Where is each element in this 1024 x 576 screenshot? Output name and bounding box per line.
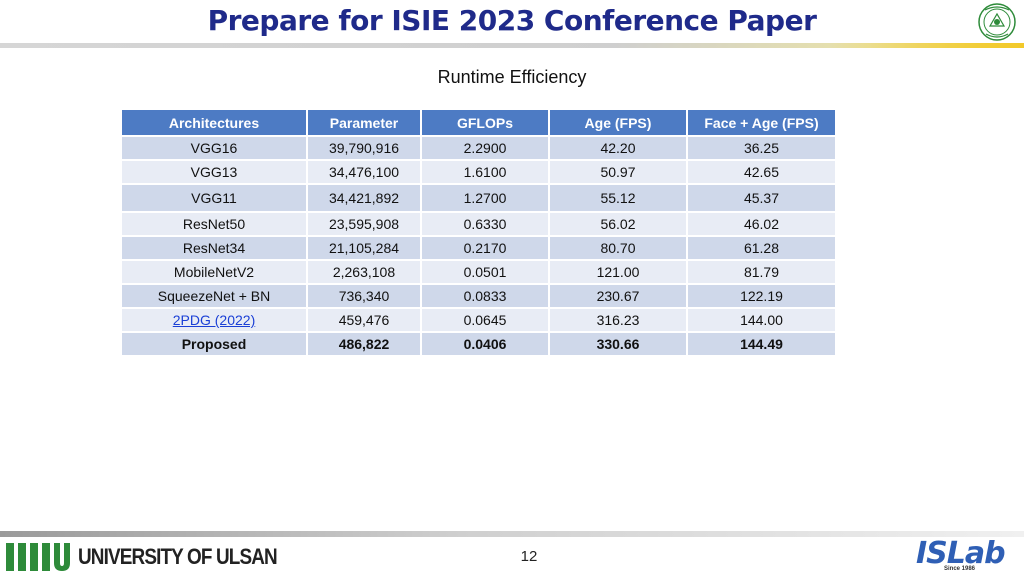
table-header-row: Architectures Parameter GFLOPs Age (FPS)… bbox=[120, 108, 837, 137]
column-header-face-age-fps: Face + Age (FPS) bbox=[686, 108, 837, 137]
cell-parameter: 486,822 bbox=[306, 331, 422, 357]
cell-parameter: 21,105,284 bbox=[306, 235, 422, 261]
cell-age-fps: 121.00 bbox=[548, 259, 688, 285]
cell-face-age-fps: 144.00 bbox=[686, 307, 837, 333]
cell-age-fps: 42.20 bbox=[548, 135, 688, 161]
cell-parameter: 23,595,908 bbox=[306, 211, 422, 237]
cell-gflops: 1.6100 bbox=[420, 159, 550, 185]
cell-face-age-fps: 122.19 bbox=[686, 283, 837, 309]
table-row: VGG16 39,790,916 2.2900 42.20 36.25 bbox=[120, 135, 837, 161]
cell-gflops: 2.2900 bbox=[420, 135, 550, 161]
table-row: 2PDG (2022) 459,476 0.0645 316.23 144.00 bbox=[120, 307, 837, 333]
cell-gflops: 0.0833 bbox=[420, 283, 550, 309]
column-header-architectures: Architectures bbox=[120, 108, 308, 137]
islab-logo-is: IS bbox=[916, 536, 948, 571]
footer-divider bbox=[0, 531, 1024, 537]
slide-header: Prepare for ISIE 2023 Conference Paper bbox=[0, 0, 1024, 52]
university-seal-icon bbox=[978, 3, 1016, 41]
cell-parameter: 34,476,100 bbox=[306, 159, 422, 185]
column-header-parameter: Parameter bbox=[306, 108, 422, 137]
runtime-efficiency-table: Architectures Parameter GFLOPs Age (FPS)… bbox=[120, 108, 837, 357]
cell-age-fps: 330.66 bbox=[548, 331, 688, 357]
cell-gflops: 0.0645 bbox=[420, 307, 550, 333]
cell-architecture: ResNet50 bbox=[120, 211, 308, 237]
reference-link-2pdg[interactable]: 2PDG (2022) bbox=[120, 307, 308, 333]
table-row-proposed: Proposed 486,822 0.0406 330.66 144.49 bbox=[120, 331, 837, 357]
cell-parameter: 459,476 bbox=[306, 307, 422, 333]
cell-gflops: 0.6330 bbox=[420, 211, 550, 237]
cell-parameter: 2,263,108 bbox=[306, 259, 422, 285]
column-header-gflops: GFLOPs bbox=[420, 108, 550, 137]
table-row: ResNet34 21,105,284 0.2170 80.70 61.28 bbox=[120, 235, 837, 261]
table-row: SqueezeNet + BN 736,340 0.0833 230.67 12… bbox=[120, 283, 837, 309]
cell-gflops: 1.2700 bbox=[420, 183, 550, 213]
column-header-age-fps: Age (FPS) bbox=[548, 108, 688, 137]
cell-parameter: 34,421,892 bbox=[306, 183, 422, 213]
cell-age-fps: 56.02 bbox=[548, 211, 688, 237]
cell-face-age-fps: 81.79 bbox=[686, 259, 837, 285]
cell-gflops: 0.2170 bbox=[420, 235, 550, 261]
cell-architecture: VGG13 bbox=[120, 159, 308, 185]
table-row: ResNet50 23,595,908 0.6330 56.02 46.02 bbox=[120, 211, 837, 237]
slide-title: Prepare for ISIE 2023 Conference Paper bbox=[207, 4, 817, 37]
cell-gflops: 0.0501 bbox=[420, 259, 550, 285]
cell-face-age-fps: 42.65 bbox=[686, 159, 837, 185]
university-logo-icon bbox=[6, 543, 70, 571]
islab-since: Since 1986 bbox=[944, 566, 976, 572]
islab-logo: ISLab bbox=[916, 536, 1006, 571]
title-underline-accent bbox=[830, 43, 1024, 48]
cell-architecture: Proposed bbox=[120, 331, 308, 357]
university-name: UNIVERSITY OF ULSAN bbox=[78, 544, 278, 569]
cell-architecture: SqueezeNet + BN bbox=[120, 283, 308, 309]
table-row: VGG11 34,421,892 1.2700 55.12 45.37 bbox=[120, 183, 837, 213]
title-underline bbox=[0, 43, 1024, 48]
cell-architecture: ResNet34 bbox=[120, 235, 308, 261]
cell-architecture: MobileNetV2 bbox=[120, 259, 308, 285]
islab-logo-lab: Lab bbox=[946, 536, 1006, 571]
table-row: MobileNetV2 2,263,108 0.0501 121.00 81.7… bbox=[120, 259, 837, 285]
cell-architecture: VGG11 bbox=[120, 183, 308, 213]
cell-age-fps: 316.23 bbox=[548, 307, 688, 333]
cell-face-age-fps: 144.49 bbox=[686, 331, 837, 357]
cell-face-age-fps: 45.37 bbox=[686, 183, 837, 213]
cell-parameter: 39,790,916 bbox=[306, 135, 422, 161]
cell-age-fps: 50.97 bbox=[548, 159, 688, 185]
cell-age-fps: 55.12 bbox=[548, 183, 688, 213]
page-number: 12 bbox=[520, 548, 538, 565]
table-row: VGG13 34,476,100 1.6100 50.97 42.65 bbox=[120, 159, 837, 185]
cell-face-age-fps: 46.02 bbox=[686, 211, 837, 237]
cell-face-age-fps: 61.28 bbox=[686, 235, 837, 261]
cell-parameter: 736,340 bbox=[306, 283, 422, 309]
cell-architecture: VGG16 bbox=[120, 135, 308, 161]
section-subtitle: Runtime Efficiency bbox=[437, 67, 587, 87]
cell-face-age-fps: 36.25 bbox=[686, 135, 837, 161]
cell-age-fps: 80.70 bbox=[548, 235, 688, 261]
cell-gflops: 0.0406 bbox=[420, 331, 550, 357]
cell-age-fps: 230.67 bbox=[548, 283, 688, 309]
